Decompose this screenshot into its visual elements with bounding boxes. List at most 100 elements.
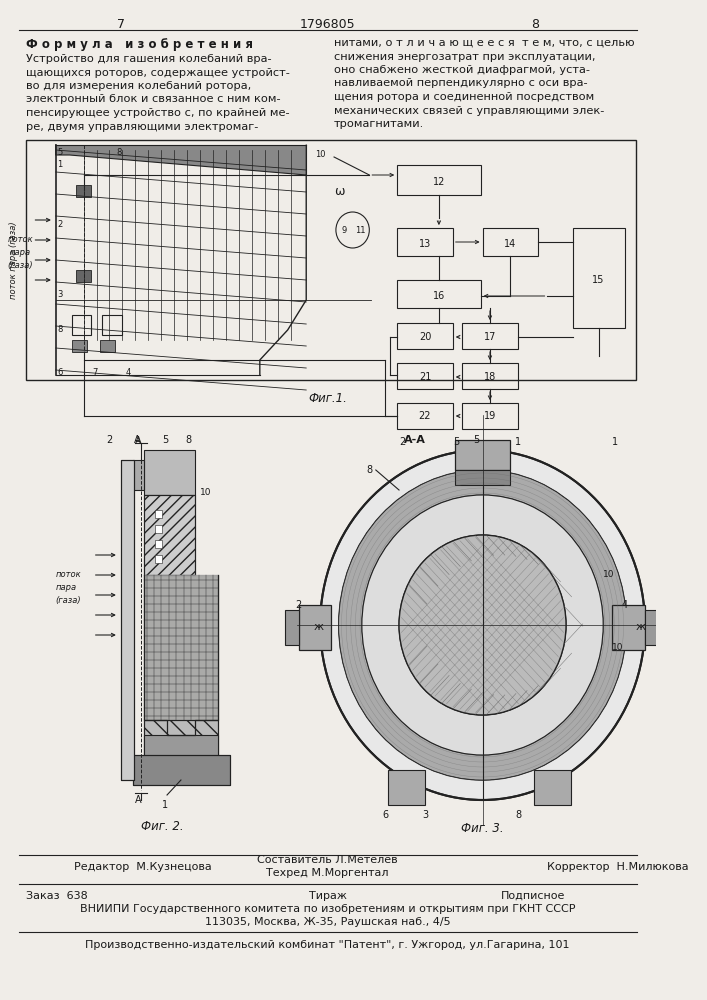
Text: 2: 2 xyxy=(399,437,405,447)
Text: 2: 2 xyxy=(57,220,63,229)
Text: 8: 8 xyxy=(116,148,122,157)
Bar xyxy=(133,755,230,785)
Bar xyxy=(100,340,115,352)
Bar xyxy=(72,315,91,335)
Text: 10: 10 xyxy=(612,643,624,652)
Text: 10: 10 xyxy=(315,150,326,159)
Bar xyxy=(133,460,144,490)
Text: А: А xyxy=(134,795,141,805)
Text: оно снабжено жесткой диафрагмой, уста-: оно снабжено жесткой диафрагмой, уста- xyxy=(334,65,590,75)
Text: 2: 2 xyxy=(107,435,113,445)
Bar xyxy=(72,340,87,352)
Bar xyxy=(121,460,134,780)
Text: 8: 8 xyxy=(185,435,192,445)
Text: Составитель Л.Метелев: Составитель Л.Метелев xyxy=(257,855,398,865)
Text: пенсирующее устройство с, по крайней ме-: пенсирующее устройство с, по крайней ме- xyxy=(26,108,290,118)
Text: Фиг. 2.: Фиг. 2. xyxy=(141,820,184,833)
Text: 3: 3 xyxy=(422,810,428,820)
Bar xyxy=(144,450,195,495)
Text: поток: поток xyxy=(56,570,81,579)
Text: Техред М.Моргентал: Техред М.Моргентал xyxy=(267,868,389,878)
Text: 2: 2 xyxy=(295,600,301,610)
Bar xyxy=(155,540,163,548)
Bar xyxy=(285,610,299,645)
Text: электронный блок и связанное с ним ком-: электронный блок и связанное с ним ком- xyxy=(26,95,281,104)
Bar xyxy=(482,228,538,256)
Text: Заказ  638: Заказ 638 xyxy=(26,891,88,901)
Bar xyxy=(144,720,218,770)
Text: ω: ω xyxy=(334,185,344,198)
Text: нитами, о т л и ч а ю щ е е с я  т е м, что, с целью: нитами, о т л и ч а ю щ е е с я т е м, ч… xyxy=(334,38,635,48)
Text: 8: 8 xyxy=(515,810,521,820)
Text: ВНИИПИ Государственного комитета по изобретениям и открытиям при ГКНТ СССР: ВНИИПИ Государственного комитета по изоб… xyxy=(80,904,575,914)
Text: 1: 1 xyxy=(163,800,168,810)
Text: 7: 7 xyxy=(117,18,124,31)
Bar xyxy=(299,605,332,650)
Text: механических связей с управляющими элек-: механических связей с управляющими элек- xyxy=(334,105,604,115)
Text: 3: 3 xyxy=(57,290,63,299)
Text: 12: 12 xyxy=(433,177,445,187)
Text: Фиг.1.: Фиг.1. xyxy=(308,392,347,405)
Text: ре, двумя управляющими электромаг-: ре, двумя управляющими электромаг- xyxy=(26,121,258,131)
Bar xyxy=(455,440,510,470)
Bar xyxy=(155,525,163,533)
Circle shape xyxy=(320,450,645,800)
Text: щающихся роторов, содержащее устройст-: щающихся роторов, содержащее устройст- xyxy=(26,68,290,78)
Text: 5: 5 xyxy=(473,435,479,445)
Bar xyxy=(645,610,659,645)
Text: 6: 6 xyxy=(57,368,63,377)
Bar xyxy=(462,403,518,429)
Text: 1: 1 xyxy=(57,160,63,169)
Text: снижения энергозатрат при эксплуатации,: снижения энергозатрат при эксплуатации, xyxy=(334,51,595,62)
Text: 20: 20 xyxy=(419,332,431,342)
Text: навливаемой перпендикулярно с оси вра-: навливаемой перпендикулярно с оси вра- xyxy=(334,79,588,89)
Wedge shape xyxy=(339,470,626,780)
Polygon shape xyxy=(144,575,218,735)
Text: А: А xyxy=(134,435,141,445)
Text: Производственно-издательский комбинат "Патент", г. Ужгород, ул.Гагарина, 101: Производственно-издательский комбинат "П… xyxy=(86,940,570,950)
Text: 4: 4 xyxy=(125,368,131,377)
Bar xyxy=(397,165,481,195)
Text: 19: 19 xyxy=(484,411,496,421)
Bar xyxy=(397,228,452,256)
Bar xyxy=(155,510,163,518)
Bar xyxy=(144,495,195,575)
Text: ж: ж xyxy=(314,622,324,632)
Text: пара: пара xyxy=(56,583,77,592)
Text: 16: 16 xyxy=(433,291,445,301)
Text: 5: 5 xyxy=(57,148,63,157)
Text: 5: 5 xyxy=(163,435,169,445)
Text: 13: 13 xyxy=(419,239,431,249)
Text: 14: 14 xyxy=(504,239,517,249)
Text: поток пара (газа): поток пара (газа) xyxy=(9,221,18,299)
Text: 4: 4 xyxy=(621,600,628,610)
Wedge shape xyxy=(362,495,603,755)
Text: Устройство для гашения колебаний вра-: Устройство для гашения колебаний вра- xyxy=(26,54,271,64)
Bar xyxy=(133,755,230,785)
Text: Подписное: Подписное xyxy=(501,891,566,901)
Text: Тираж: Тираж xyxy=(308,891,346,901)
Text: 7: 7 xyxy=(93,368,98,377)
Bar xyxy=(144,495,195,575)
Text: А-А: А-А xyxy=(404,435,426,445)
Text: 5: 5 xyxy=(452,437,459,447)
Bar xyxy=(76,270,91,282)
Text: Редактор  М.Кузнецова: Редактор М.Кузнецова xyxy=(74,862,212,872)
Bar xyxy=(462,363,518,389)
Bar xyxy=(397,323,452,349)
Bar xyxy=(144,720,218,770)
Bar xyxy=(573,228,624,328)
Text: Фиг. 3.: Фиг. 3. xyxy=(461,822,504,835)
Bar xyxy=(102,315,122,335)
Polygon shape xyxy=(56,145,306,175)
Bar xyxy=(76,185,91,197)
Bar xyxy=(534,770,571,805)
Bar xyxy=(397,403,452,429)
Text: 22: 22 xyxy=(419,411,431,421)
Text: 8: 8 xyxy=(532,18,539,31)
Text: тромагнитами.: тромагнитами. xyxy=(334,119,424,129)
Bar xyxy=(388,770,425,805)
Circle shape xyxy=(399,535,566,715)
Text: 8: 8 xyxy=(57,325,63,334)
Bar xyxy=(455,470,510,485)
